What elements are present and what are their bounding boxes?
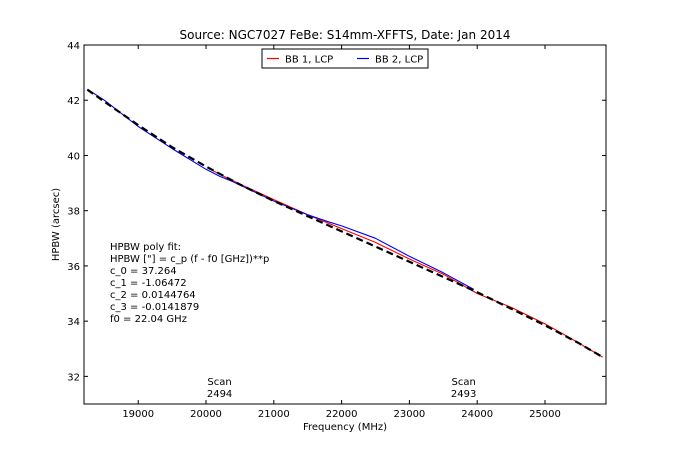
legend-entry: BB 1, LCP <box>285 55 333 66</box>
plot-background <box>84 45 606 404</box>
fit-annotation-line: c_1 = -1.06472 <box>110 278 187 289</box>
y-tick-label: 44 <box>67 41 80 52</box>
x-tick-label: 21000 <box>258 409 290 420</box>
y-tick-label: 40 <box>67 151 80 162</box>
chart-title: Source: NGC7027 FeBe: S14mm-XFFTS, Date:… <box>180 28 511 42</box>
scan-number: 2493 <box>451 389 476 400</box>
fit-annotation-line: c_3 = -0.0141879 <box>110 302 199 313</box>
y-tick-label: 38 <box>67 207 80 218</box>
y-axis-label: HPBW (arcsec) <box>51 188 62 261</box>
scan-number: 2494 <box>207 389 232 400</box>
x-tick-label: 20000 <box>190 409 222 420</box>
x-tick-label: 19000 <box>122 409 154 420</box>
fit-annotation-line: HPBW ["] = c_p (f - f0 [GHz])**p <box>110 254 269 265</box>
fit-annotation-line: f0 = 22.04 GHz <box>110 314 187 325</box>
x-axis-label: Frequency (MHz) <box>303 422 387 433</box>
legend-box <box>261 48 429 69</box>
fit-annotation-line: c_2 = 0.0144764 <box>110 290 196 301</box>
y-tick-label: 42 <box>67 96 80 107</box>
y-tick-label: 34 <box>67 317 80 328</box>
scan-label: Scan <box>207 377 231 388</box>
plot-frame <box>83 44 607 405</box>
scan-label: Scan <box>451 377 475 388</box>
x-tick-label: 22000 <box>326 409 358 420</box>
fit-annotation-line: HPBW poly fit: <box>110 242 181 253</box>
fit-annotation-line: c_0 = 37.264 <box>110 266 177 277</box>
x-tick-label: 24000 <box>461 409 493 420</box>
y-tick-label: 32 <box>67 372 80 383</box>
x-tick-label: 23000 <box>393 409 425 420</box>
x-tick-label: 25000 <box>529 409 561 420</box>
legend-entry: BB 2, LCP <box>375 55 423 66</box>
y-tick-label: 36 <box>67 262 80 273</box>
fit-line <box>86 88 604 359</box>
